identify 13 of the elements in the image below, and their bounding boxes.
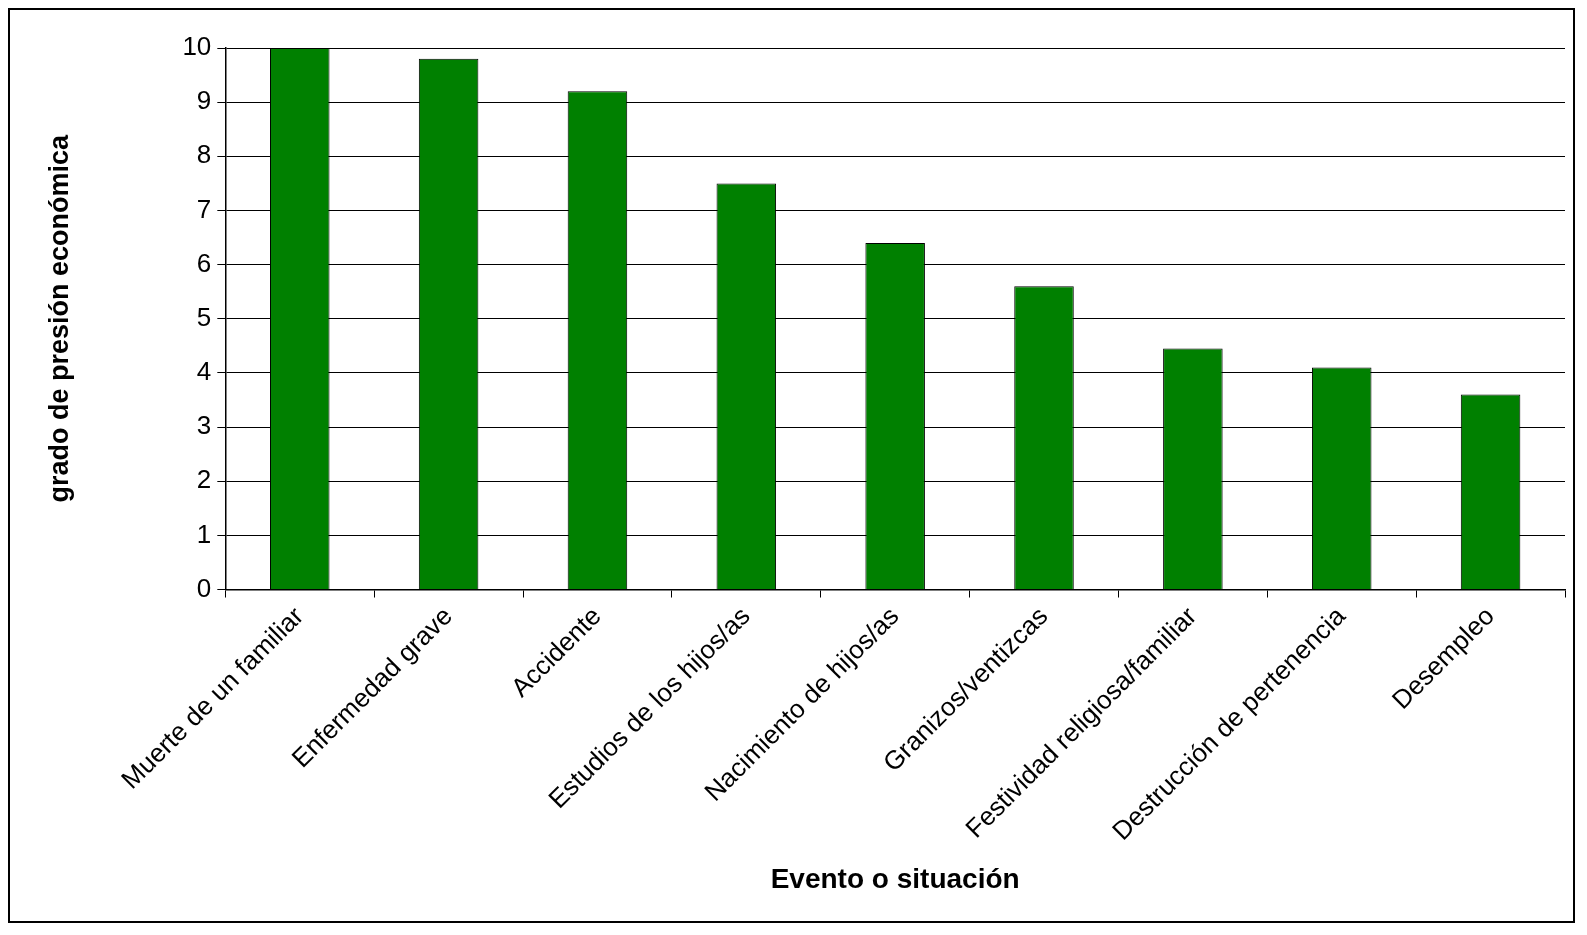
y-tick-label: 4 — [196, 356, 212, 387]
y-tick-label: 6 — [196, 247, 212, 278]
y-tick-label: 7 — [196, 193, 212, 224]
y-tick-label: 5 — [196, 301, 212, 332]
y-tick-label: 9 — [196, 85, 212, 116]
y-axis-title: grado de presión económica — [43, 133, 74, 503]
y-tick-label: 3 — [196, 410, 212, 441]
y-tick-label: 10 — [182, 31, 212, 62]
y-tick-label: 8 — [196, 139, 212, 170]
y-tick-label: 0 — [196, 572, 212, 603]
x-axis-title: Evento o situación — [770, 862, 1020, 894]
y-tick-label: 2 — [196, 464, 212, 495]
y-tick-label: 1 — [196, 518, 212, 549]
